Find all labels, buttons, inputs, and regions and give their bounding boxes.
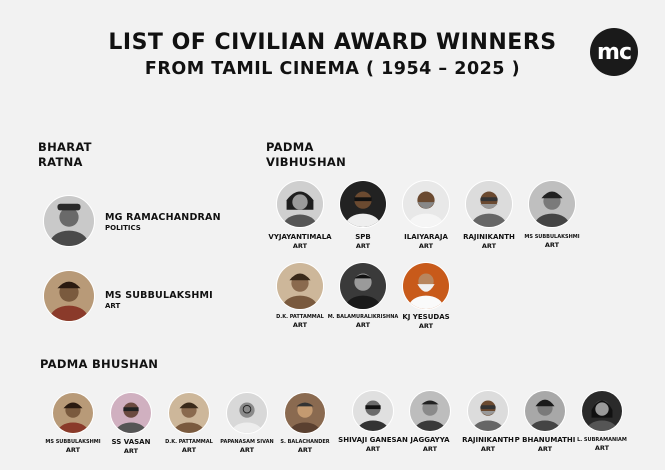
person-name: MS SUBBULAKSHMI — [45, 439, 101, 445]
portrait-s-balachander — [284, 392, 326, 434]
padma-vibhushan-entry-6: D.K. PATTAMMAL ART — [255, 313, 345, 330]
bharat-ratna-heading-line1: BHARAT — [38, 140, 92, 154]
person-name: P BHANUMATHI — [514, 436, 576, 444]
person-category: ART — [418, 322, 434, 330]
person-name: ILAIYARAJA — [404, 233, 448, 241]
bharat-ratna-entry-1: MG RAMACHANDRAN POLITICS — [105, 212, 221, 233]
portrait-mg-ramachandran — [43, 195, 95, 247]
person-category: ART — [123, 447, 139, 455]
padma-vibhushan-entry-4: RAJINIKANTH ART — [444, 233, 534, 251]
padma-vibhushan-entry-3: ILAIYARAJA ART — [381, 233, 471, 251]
person-name: RAJINIKANTH — [463, 233, 515, 241]
person-name: MG RAMACHANDRAN — [105, 212, 221, 223]
padma-vibhushan-heading: PADMA VIBHUSHAN — [266, 140, 346, 170]
person-name: SS VASAN — [111, 438, 151, 446]
padma-bhushan-entry-6: SHIVAJI GANESAN ART — [328, 436, 418, 454]
portrait-ms-subbulakshmi — [43, 270, 95, 322]
portrait-ilaiyaraja — [402, 180, 450, 228]
portrait-papanasam-sivan — [226, 392, 268, 434]
padma-bhushan-entry-4: PAPANASAM SIVAN ART — [202, 438, 292, 455]
portrait-kj-yesudas — [402, 262, 450, 310]
person-name: S. BALACHANDER — [280, 439, 330, 445]
portrait-l-subramaniam — [581, 390, 623, 432]
person-category: POLITICS — [105, 224, 141, 232]
person-name: JAGGAYYA — [410, 436, 450, 444]
mc-logo: mc — [590, 28, 638, 76]
padma-vibhushan-entry-5: MS SUBBULAKSHMI ART — [507, 233, 597, 250]
page-subtitle: FROM TAMIL CINEMA ( 1954 – 2025 ) — [144, 59, 521, 79]
bharat-ratna-entry-2: MS SUBBULAKSHMI ART — [105, 290, 213, 311]
portrait-ms-subbulakshmi — [52, 392, 94, 434]
padma-vibhushan-heading-line2: VIBHUSHAN — [266, 155, 347, 169]
portrait-dk-pattammal — [276, 262, 324, 310]
person-category: ART — [537, 445, 553, 453]
bharat-ratna-heading-line2: RATNA — [38, 155, 83, 169]
portrait-rajinikanth — [465, 180, 513, 228]
person-category: ART — [181, 446, 197, 454]
portrait-ms-subbulakshmi — [528, 180, 576, 228]
person-name: KJ YESUDAS — [402, 313, 450, 321]
person-category: ART — [239, 446, 255, 454]
person-category: ART — [594, 444, 610, 452]
person-name: MS SUBBULAKSHMI — [524, 234, 580, 240]
padma-bhushan-heading: PADMA BHUSHAN — [40, 357, 159, 371]
person-category: ART — [297, 446, 313, 454]
padma-vibhushan-entry-8: KJ YESUDAS ART — [381, 313, 471, 331]
padma-bhushan-entry-8: RAJINIKANTH ART — [443, 436, 533, 454]
person-category: ART — [480, 445, 496, 453]
portrait-vyjayantimala — [276, 180, 324, 228]
person-category: ART — [105, 302, 121, 310]
person-name: D.K. PATTAMMAL — [276, 314, 324, 320]
portrait-jaggayya — [409, 390, 451, 432]
portrait-spb — [339, 180, 387, 228]
person-name: VYJAYANTIMALA — [268, 233, 332, 241]
padma-vibhushan-entry-2: SPB ART — [318, 233, 408, 251]
portrait-m-balamuralikrishna — [339, 262, 387, 310]
portrait-shivaji-ganesan — [352, 390, 394, 432]
person-category: ART — [422, 445, 438, 453]
padma-vibhushan-entry-1: VYJAYANTIMALA ART — [255, 233, 345, 251]
person-name: RAJINIKANTH — [462, 436, 514, 444]
portrait-ss-vasan — [110, 392, 152, 434]
padma-bhushan-entry-5: S. BALACHANDER ART — [260, 438, 350, 455]
person-category: ART — [292, 321, 308, 329]
padma-bhushan-entry-7: JAGGAYYA ART — [385, 436, 475, 454]
person-category: ART — [544, 241, 560, 249]
person-category: ART — [365, 445, 381, 453]
person-name: SHIVAJI GANESAN — [338, 436, 408, 444]
person-name: PAPANASAM SIVAN — [220, 439, 274, 445]
padma-bhushan-entry-3: D.K. PATTAMMAL ART — [144, 438, 234, 455]
padma-bhushan-entry-2: SS VASAN ART — [86, 438, 176, 456]
person-name: D.K. PATTAMMAL — [165, 439, 213, 445]
padma-bhushan-entry-1: MS SUBBULAKSHMI ART — [28, 438, 118, 455]
padma-vibhushan-heading-line1: PADMA — [266, 140, 314, 154]
bharat-ratna-heading: BHARAT RATNA — [38, 140, 92, 170]
portrait-dk-pattammal — [168, 392, 210, 434]
person-category: ART — [65, 446, 81, 454]
person-category: ART — [481, 242, 497, 250]
person-name: SPB — [355, 233, 371, 241]
person-category: ART — [418, 242, 434, 250]
person-name: L. SUBRAMANIAM — [577, 437, 627, 443]
page-title: LIST OF CIVILIAN AWARD WINNERS — [108, 30, 557, 55]
person-category: ART — [355, 321, 371, 329]
padma-bhushan-entry-10: L. SUBRAMANIAM ART — [557, 436, 647, 453]
person-name: M. BALAMURALIKRISHNA — [327, 314, 399, 320]
portrait-rajinikanth — [467, 390, 509, 432]
padma-vibhushan-entry-7: M. BALAMURALIKRISHNA ART — [318, 313, 408, 330]
person-category: ART — [355, 242, 371, 250]
padma-bhushan-entry-9: P BHANUMATHI ART — [500, 436, 590, 454]
person-category: ART — [292, 242, 308, 250]
person-name: MS SUBBULAKSHMI — [105, 290, 213, 301]
portrait-p-bhanumathi — [524, 390, 566, 432]
